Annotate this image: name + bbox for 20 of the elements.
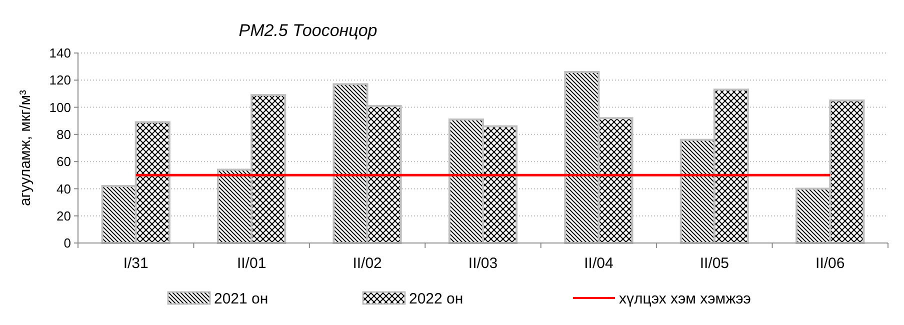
x-tick-label: II/03 — [468, 255, 498, 272]
legend-label: хүлцэх хэм хэмжээ — [619, 290, 752, 308]
y-tick-label: 20 — [56, 208, 71, 224]
x-tick-label: II/04 — [584, 255, 614, 272]
legend-label: 2021 он — [214, 290, 268, 308]
y-tick-label: 40 — [56, 181, 71, 196]
y-tick-label: 0 — [64, 236, 71, 251]
x-tick-label: II/01 — [236, 255, 266, 272]
y-tick-label: 60 — [56, 154, 71, 170]
chart-title: PM2.5 Тоосонцор — [238, 21, 378, 40]
y-tick-label: 80 — [56, 126, 71, 142]
y-tick-label: 120 — [49, 72, 71, 88]
x-tick-label: II/05 — [700, 255, 730, 272]
legend-label: 2022 он — [409, 290, 464, 308]
x-tick-label: II/02 — [352, 255, 382, 272]
x-tick-label: I/31 — [123, 255, 148, 272]
y-axis-title: агууламж, мкг/м³ — [17, 90, 34, 206]
y-tick-label: 140 — [49, 46, 71, 61]
x-tick-label: II/06 — [816, 255, 845, 272]
y-tick-label: 100 — [49, 100, 71, 115]
